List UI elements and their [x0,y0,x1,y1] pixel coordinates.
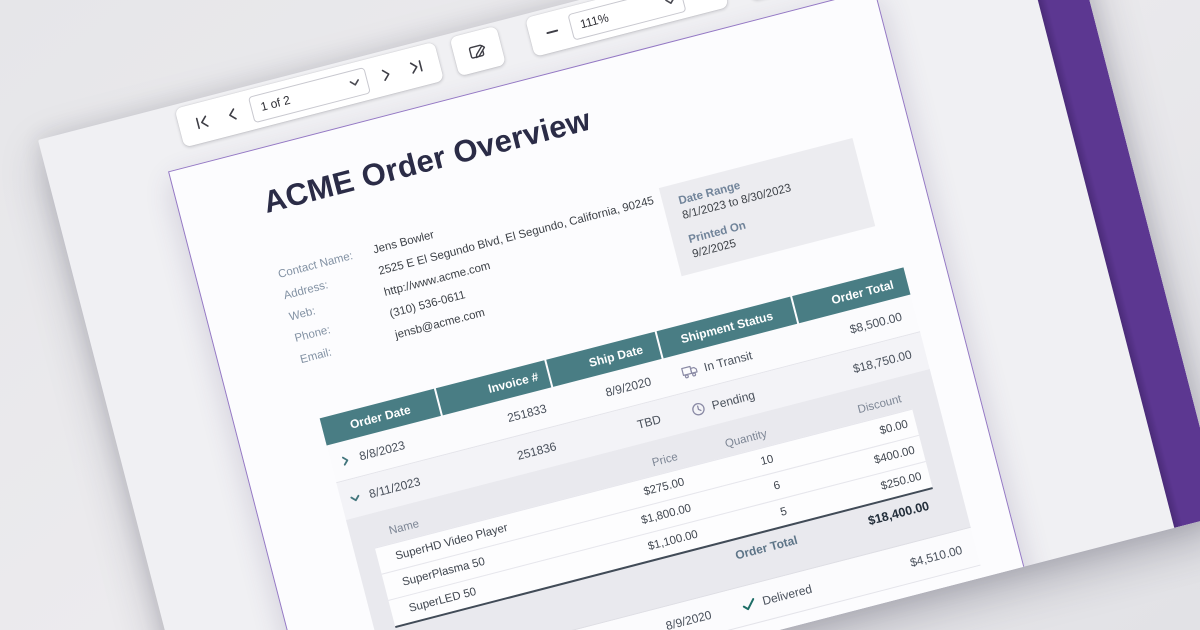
last-page-button[interactable] [401,51,433,83]
shipment-status-value: Pending [710,387,757,413]
table-row: 8/11/2023 251836 TBD Pending $18,750.00 [336,332,930,520]
report-viewer-toolbar: 1 of 2 [174,0,907,148]
next-page-button[interactable] [370,59,402,91]
edit-report-button[interactable] [462,35,494,67]
orders-table: Order Date Invoice # Ship Date Shipment … [319,267,981,630]
chevron-down-icon[interactable] [342,74,368,92]
report-info-box: Date Range 8/1/2023 to 8/30/2023 Printed… [658,138,876,277]
minus-icon [544,23,561,40]
shipment-status-cell: In Transit [664,324,807,395]
page-navigation-group: 1 of 2 [174,41,445,148]
shipment-status-value: Delivered [760,581,814,609]
table-row: 8/9/2020 Delivered $4,510.00 [387,527,981,630]
report-page: ACME Order Overview Contact Name: Jens B… [168,0,1101,630]
shipment-status-value: In Transit [702,348,754,375]
chevron-down-icon[interactable] [348,491,362,505]
zoom-out-button[interactable] [536,16,568,48]
previous-page-button[interactable] [217,99,249,131]
truck-icon [680,363,699,380]
detail-order-total-label: Order Total [733,532,799,563]
edit-document-icon [466,39,490,63]
first-page-button[interactable] [186,107,218,139]
order-date-value: 8/8/2023 [357,438,407,464]
zoom-group: 111% [525,0,729,57]
shipment-status-cell: Delivered [724,557,867,628]
zoom-level-combobox[interactable]: 111% [567,0,687,41]
chevron-right-icon [377,66,394,83]
plus-icon [693,0,710,2]
first-page-icon [193,114,210,131]
order-date-cell: 8/8/2023 [327,416,451,482]
chevron-right-icon[interactable] [338,454,352,468]
clock-icon [690,401,707,418]
table-row: 8/8/2023 251833 8/9/2020 In Transit $8,5… [326,294,921,484]
page-indicator-value: 1 of 2 [259,92,292,114]
chevron-down-icon[interactable] [657,0,683,10]
purple-accent-band [1009,0,1200,528]
check-icon [741,597,758,612]
zoom-in-button[interactable] [686,0,718,9]
report-viewer-window: 1 of 2 [38,0,1200,630]
chevron-left-icon [224,106,241,123]
shipment-status-cell: Pending [673,362,816,433]
last-page-icon [408,58,425,75]
page-number-combobox[interactable]: 1 of 2 [247,66,371,123]
edit-group [449,25,506,77]
order-date-cell: 8/11/2023 [336,454,460,520]
zoom-level-value: 111% [578,10,611,32]
order-date-value: 8/11/2023 [367,474,422,502]
